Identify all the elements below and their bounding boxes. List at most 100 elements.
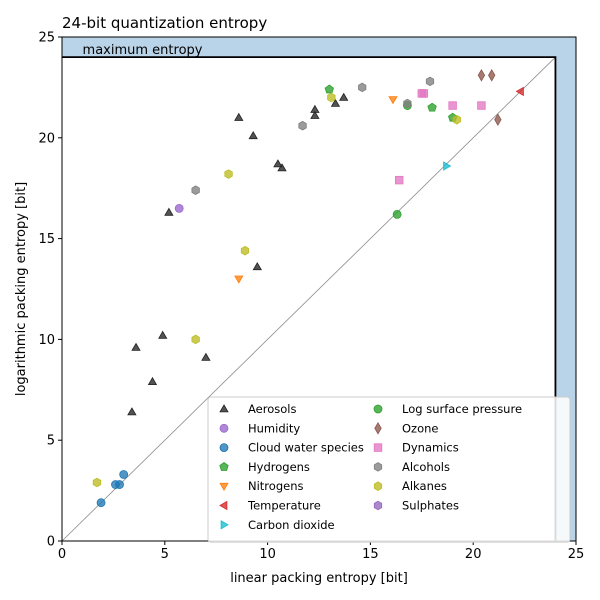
point-aerosols bbox=[201, 352, 211, 361]
point-alkanes bbox=[92, 477, 102, 488]
point-aerosols bbox=[158, 330, 168, 339]
legend-entry-ozone: Ozone bbox=[374, 421, 439, 435]
legend-entry-hydrogens: Hydrogens bbox=[219, 460, 310, 474]
legend-label: Log surface pressure bbox=[402, 402, 522, 416]
legend-marker-alkanes bbox=[373, 481, 383, 491]
data-points bbox=[92, 69, 524, 508]
legend-marker-aerosols bbox=[219, 404, 229, 413]
y-tick-label: 15 bbox=[38, 232, 55, 247]
legend-label: Carbon dioxide bbox=[248, 518, 335, 532]
point-nitrogens bbox=[388, 96, 398, 105]
y-tick-label: 25 bbox=[38, 31, 55, 46]
legend-marker-temperature bbox=[219, 500, 228, 511]
legend-marker-ozone bbox=[374, 422, 382, 435]
point-log-surface-pressure bbox=[392, 210, 402, 219]
legend-label: Cloud water species bbox=[248, 441, 364, 455]
point-alcohols bbox=[298, 120, 307, 131]
legend-marker-carbon-dioxide bbox=[220, 520, 229, 530]
point-aerosols bbox=[127, 407, 137, 416]
legend-label: Hydrogens bbox=[248, 460, 310, 474]
legend-label: Alcohols bbox=[402, 460, 450, 474]
legend-entry-alkanes: Alkanes bbox=[373, 479, 447, 493]
y-tick-label: 5 bbox=[47, 434, 55, 449]
point-aerosols bbox=[131, 342, 141, 351]
point-cloud-water-species bbox=[115, 480, 124, 489]
legend-entry-cloud-water-species: Cloud water species bbox=[219, 441, 364, 455]
y-tick-label: 20 bbox=[38, 131, 55, 146]
point-cloud-water-species bbox=[96, 498, 106, 508]
legend-entry-alcohols: Alcohols bbox=[373, 460, 450, 474]
legend-label: Temperature bbox=[247, 499, 321, 513]
point-aerosols bbox=[252, 262, 262, 271]
point-alkanes bbox=[191, 334, 200, 345]
point-carbon-dioxide bbox=[443, 161, 452, 171]
legend-marker-hydrogens bbox=[219, 462, 229, 471]
x-axis-ticks: 0 5 10 15 20 25 bbox=[58, 541, 584, 562]
point-hydrogens bbox=[427, 102, 437, 112]
x-tick-label: 0 bbox=[58, 547, 66, 562]
point-temperature bbox=[515, 86, 524, 97]
legend-marker-dynamics bbox=[373, 443, 383, 452]
point-aerosols bbox=[164, 207, 174, 216]
y-tick-label: 0 bbox=[47, 535, 55, 550]
x-tick-label: 20 bbox=[465, 547, 482, 562]
point-alcohols bbox=[425, 76, 435, 87]
x-tick-label: 15 bbox=[362, 547, 379, 562]
point-alcohols bbox=[191, 185, 200, 195]
legend-label: Aerosols bbox=[248, 402, 296, 416]
point-aerosols bbox=[277, 163, 287, 172]
legend-entry-temperature: Temperature bbox=[219, 499, 321, 513]
legend: Aerosols Humidity Cloud water species Hydro… bbox=[207, 396, 571, 543]
point-alkanes bbox=[224, 169, 233, 179]
legend-entry-carbon-dioxide: Carbon dioxide bbox=[220, 518, 335, 532]
legend-label: Alkanes bbox=[402, 479, 447, 493]
legend-label: Nitrogens bbox=[248, 479, 303, 493]
y-axis-ticks: 0 5 10 15 20 25 bbox=[38, 31, 62, 550]
legend-entry-dynamics: Dynamics bbox=[373, 441, 459, 455]
y-tick-label: 10 bbox=[38, 333, 55, 348]
plot-area: maximum entropy bbox=[61, 36, 577, 542]
legend-marker-log-surface-pressure bbox=[373, 404, 383, 414]
point-alcohols bbox=[358, 82, 367, 93]
max-entropy-boundary bbox=[62, 56, 557, 541]
point-ozone bbox=[488, 69, 496, 82]
point-aerosols bbox=[310, 110, 320, 119]
legend-entry-log-surface-pressure: Log surface pressure bbox=[373, 402, 522, 416]
point-alkanes bbox=[452, 114, 461, 125]
chart-title: 24-bit quantization entropy bbox=[62, 14, 267, 32]
y-axis-label: logarithmic packing entropy [bit] bbox=[14, 182, 29, 396]
legend-marker-humidity bbox=[219, 423, 229, 433]
max-entropy-label: maximum entropy bbox=[83, 43, 203, 58]
point-aerosols bbox=[147, 376, 158, 386]
point-dynamics bbox=[448, 101, 457, 110]
point-aerosols bbox=[234, 112, 244, 121]
point-humidity bbox=[174, 203, 184, 213]
legend-marker-sulphates bbox=[373, 500, 383, 511]
point-alcohols bbox=[403, 98, 412, 109]
point-ozone bbox=[477, 69, 486, 82]
point-dynamics bbox=[477, 101, 486, 110]
point-alkanes bbox=[240, 245, 250, 256]
point-nitrogens bbox=[234, 275, 244, 284]
legend-label: Sulphates bbox=[402, 499, 459, 513]
legend-label: Ozone bbox=[402, 421, 439, 435]
x-tick-label: 10 bbox=[259, 547, 276, 562]
legend-frame bbox=[207, 396, 571, 543]
legend-entry-humidity: Humidity bbox=[219, 421, 300, 435]
x-axis-label: linear packing entropy [bit] bbox=[230, 571, 408, 586]
legend-marker-nitrogens bbox=[219, 482, 229, 491]
point-aerosols bbox=[248, 131, 258, 140]
point-aerosols bbox=[330, 98, 341, 107]
legend-entry-aerosols: Aerosols bbox=[219, 402, 296, 416]
legend-label: Humidity bbox=[248, 421, 300, 435]
legend-entry-nitrogens: Nitrogens bbox=[219, 479, 303, 493]
legend-marker-alcohols bbox=[373, 462, 383, 472]
point-dynamics bbox=[419, 89, 429, 98]
legend-marker-cloud-water-species bbox=[219, 443, 229, 453]
point-alkanes bbox=[327, 92, 336, 103]
x-tick-label: 5 bbox=[161, 547, 169, 562]
identity-diagonal bbox=[61, 56, 556, 542]
point-aerosols bbox=[339, 92, 349, 101]
point-cloud-water-species bbox=[119, 470, 129, 479]
